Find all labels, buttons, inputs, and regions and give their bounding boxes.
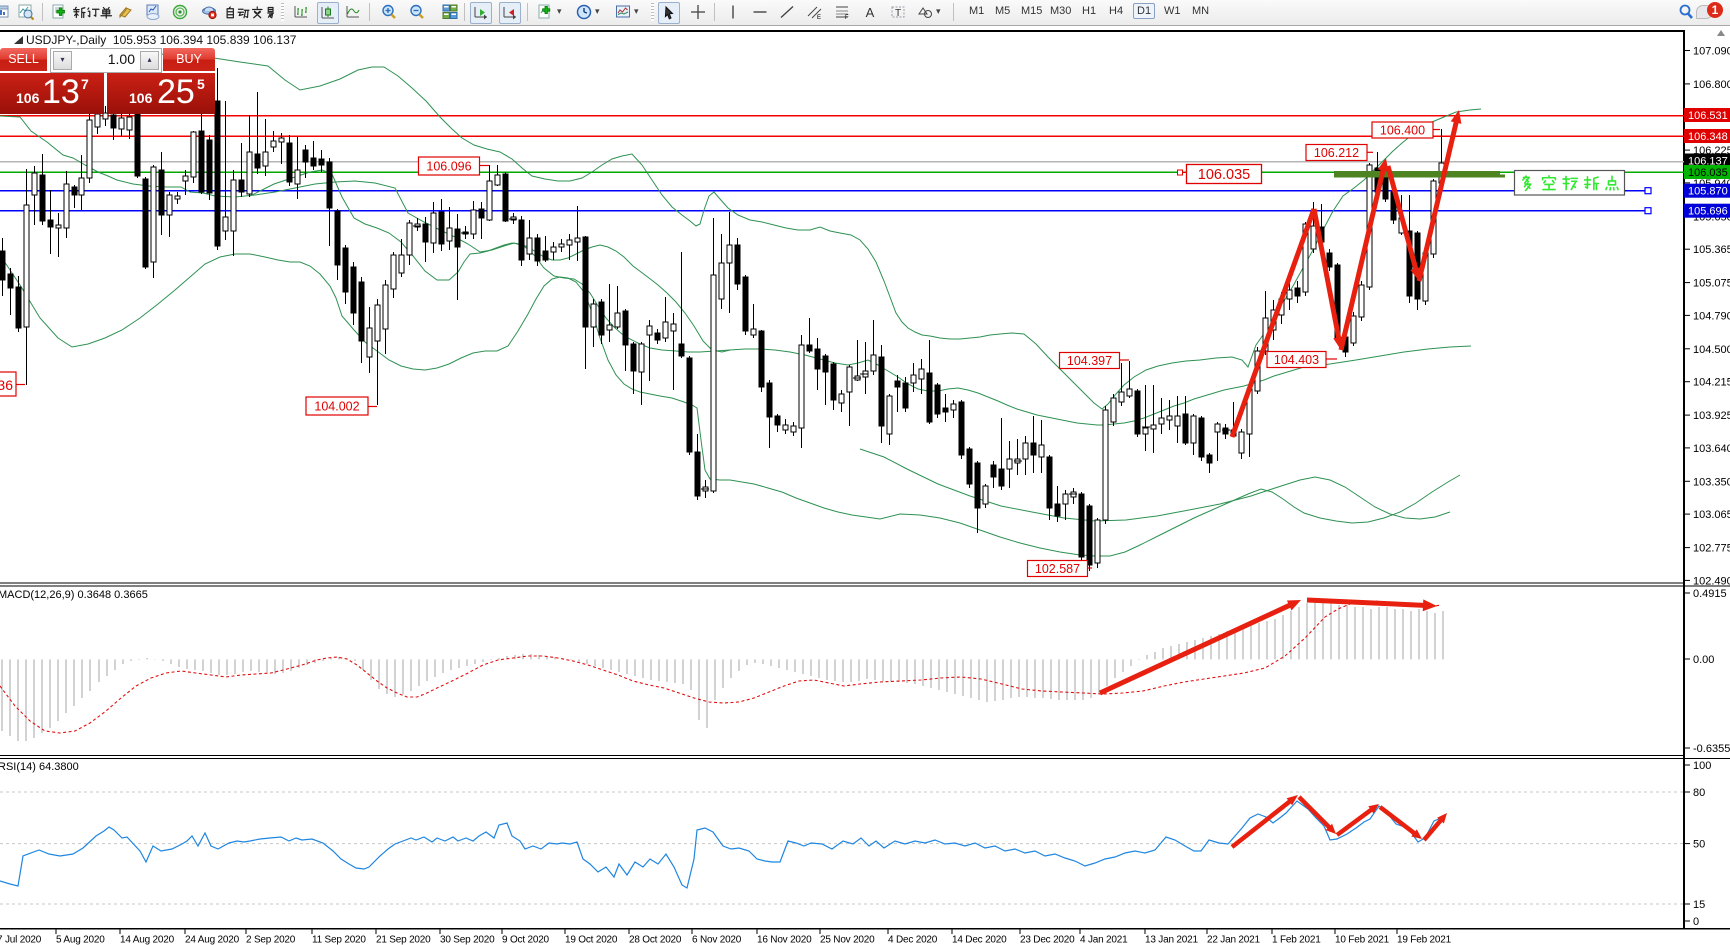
svg-text:2 Sep 2020: 2 Sep 2020 [246, 935, 296, 945]
svg-text:19 Feb 2021: 19 Feb 2021 [1397, 935, 1452, 945]
svg-text:30 Sep 2020: 30 Sep 2020 [440, 935, 495, 945]
svg-text:106.035: 106.035 [1688, 167, 1728, 179]
svg-text:106.400: 106.400 [1380, 124, 1425, 138]
svg-text:100: 100 [1693, 760, 1711, 772]
svg-text:10 Feb 2021: 10 Feb 2021 [1335, 935, 1390, 945]
svg-text:9 Oct 2020: 9 Oct 2020 [502, 935, 550, 945]
svg-text:106.137: 106.137 [1688, 156, 1728, 168]
svg-text:4 Jan 2021: 4 Jan 2021 [1080, 935, 1128, 945]
svg-text:11 Sep 2020: 11 Sep 2020 [312, 935, 366, 945]
svg-text:104.002: 104.002 [314, 400, 359, 414]
svg-text:0: 0 [1693, 916, 1699, 928]
svg-text:-0.6355: -0.6355 [1693, 743, 1730, 755]
svg-text:105.365: 105.365 [1693, 244, 1730, 256]
svg-text:0.00: 0.00 [1693, 654, 1714, 666]
svg-text:106.035: 106.035 [1198, 167, 1250, 183]
svg-text:103.640: 103.640 [1693, 443, 1730, 455]
svg-text:28 Oct 2020: 28 Oct 2020 [629, 935, 682, 945]
svg-text:A: A [866, 5, 875, 20]
svg-text:106.800: 106.800 [1693, 79, 1730, 91]
svg-text:13 Jan 2021: 13 Jan 2021 [1145, 935, 1198, 945]
svg-text:102.775: 102.775 [1693, 543, 1730, 555]
svg-text:5 Aug 2020: 5 Aug 2020 [56, 935, 105, 945]
svg-text:RSI(14) 64.3800: RSI(14) 64.3800 [0, 761, 79, 773]
svg-text:104.403: 104.403 [1274, 353, 1319, 367]
svg-text:80: 80 [1693, 787, 1705, 799]
svg-text:102.587: 102.587 [1035, 562, 1080, 576]
svg-text:6 Nov 2020: 6 Nov 2020 [692, 935, 742, 945]
svg-text:15: 15 [1693, 899, 1705, 911]
svg-text:1 Feb 2021: 1 Feb 2021 [1272, 935, 1321, 945]
svg-text:103.065: 103.065 [1693, 509, 1730, 521]
svg-text:103.350: 103.350 [1693, 476, 1730, 488]
svg-text:105.075: 105.075 [1693, 278, 1730, 290]
svg-text:105.696: 105.696 [1688, 206, 1728, 218]
svg-text:104.215: 104.215 [1693, 377, 1730, 389]
svg-text:0.4915: 0.4915 [1693, 588, 1727, 600]
svg-text:14 Aug 2020: 14 Aug 2020 [120, 935, 175, 945]
svg-text:MACD(12,26,9) 0.3648 0.3665: MACD(12,26,9) 0.3648 0.3665 [0, 589, 148, 601]
svg-text:14 Dec 2020: 14 Dec 2020 [952, 935, 1007, 945]
svg-text:22 Jan 2021: 22 Jan 2021 [1207, 935, 1260, 945]
svg-text:7 Jul 2020: 7 Jul 2020 [0, 935, 42, 945]
svg-text:F: F [845, 15, 849, 20]
svg-text:106.212: 106.212 [1314, 146, 1359, 160]
svg-text:16 Nov 2020: 16 Nov 2020 [757, 935, 812, 945]
svg-text:104.790: 104.790 [1693, 310, 1730, 322]
svg-text:104.500: 104.500 [1693, 344, 1730, 356]
svg-text:21 Sep 2020: 21 Sep 2020 [376, 935, 431, 945]
svg-text:25 Nov 2020: 25 Nov 2020 [820, 935, 875, 945]
svg-text:23 Dec 2020: 23 Dec 2020 [1020, 935, 1075, 945]
svg-text:106.096: 106.096 [426, 160, 471, 174]
svg-text:4 Dec 2020: 4 Dec 2020 [888, 935, 938, 945]
svg-text:24 Aug 2020: 24 Aug 2020 [185, 935, 240, 945]
svg-text:E: E [817, 15, 821, 20]
svg-text:102.490: 102.490 [1693, 575, 1730, 587]
svg-text:104.136: 104.136 [0, 377, 13, 393]
svg-text:103.925: 103.925 [1693, 410, 1730, 422]
svg-text:50: 50 [1693, 839, 1705, 851]
svg-text:107.090: 107.090 [1693, 46, 1730, 58]
svg-text:104.397: 104.397 [1067, 354, 1112, 368]
svg-text:19 Oct 2020: 19 Oct 2020 [565, 935, 618, 945]
svg-text:T: T [895, 8, 901, 19]
svg-text:106.348: 106.348 [1688, 131, 1728, 143]
svg-text:105.870: 105.870 [1688, 186, 1728, 198]
svg-text:106.531: 106.531 [1688, 110, 1728, 122]
